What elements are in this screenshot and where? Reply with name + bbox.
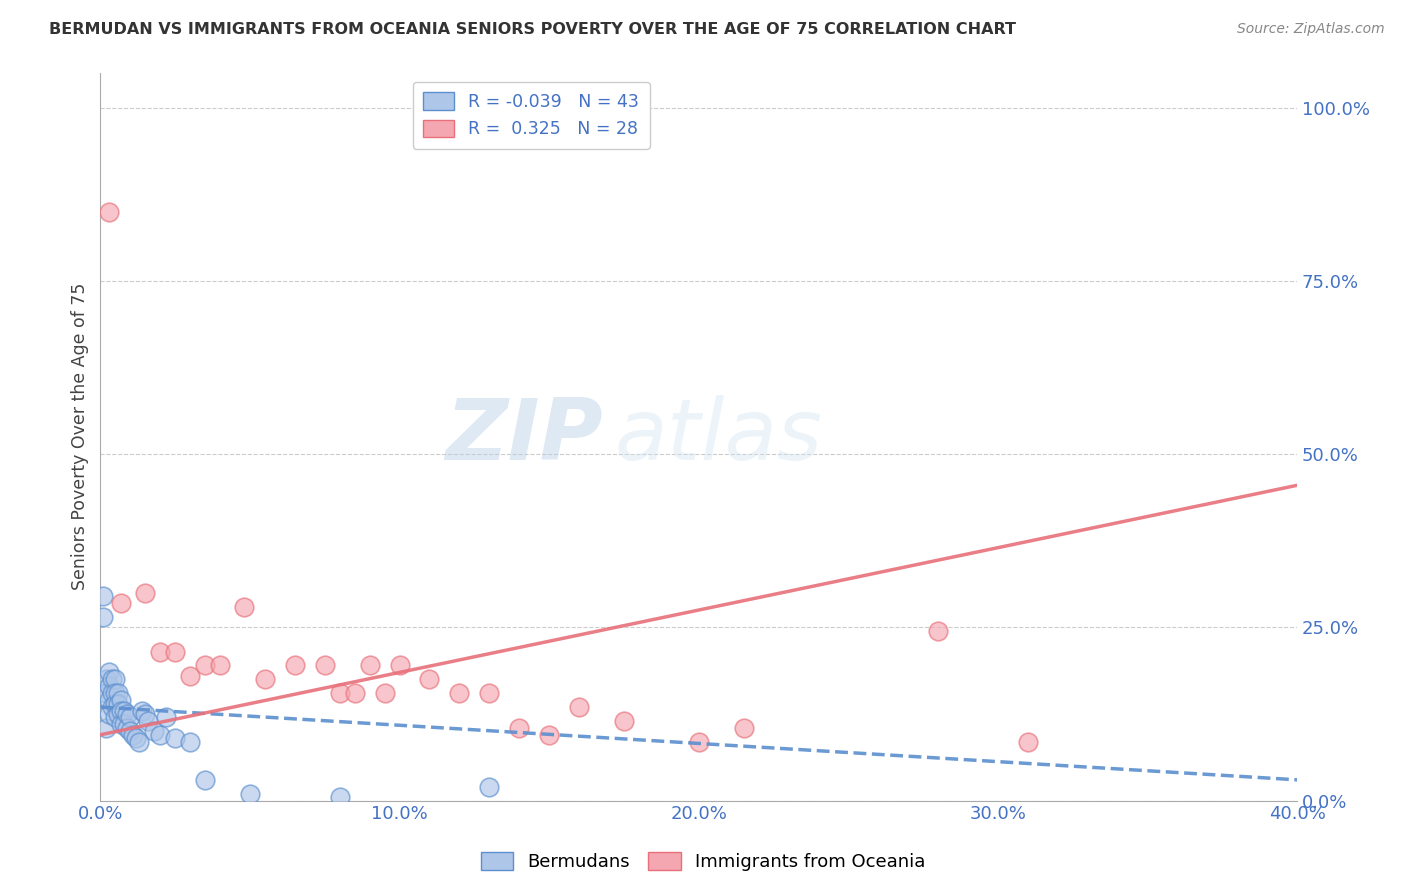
Point [343, 686, 366, 700]
Text: Source: ZipAtlas.com: Source: ZipAtlas.com [1237, 22, 1385, 37]
Point [155, 710, 177, 724]
Legend: Bermudans, Immigrants from Oceania: Bermudans, Immigrants from Oceania [474, 845, 932, 879]
Point [117, 706, 139, 721]
Point [143, 724, 166, 739]
Point [149, 728, 172, 742]
Point [194, 772, 217, 787]
Text: ZIP: ZIP [446, 395, 603, 478]
Point [112, 717, 135, 731]
Point [329, 686, 352, 700]
Point [134, 706, 156, 721]
Point [104, 697, 127, 711]
Point [98, 706, 121, 721]
Point [284, 658, 307, 673]
Point [110, 704, 132, 718]
Point [508, 721, 530, 735]
Point [927, 624, 949, 638]
Point [120, 710, 142, 724]
Point [733, 721, 755, 735]
Point [179, 669, 201, 683]
Point [208, 658, 231, 673]
Point [96, 721, 118, 735]
Y-axis label: Seniors Poverty Over the Age of 75: Seniors Poverty Over the Age of 75 [72, 283, 89, 591]
Point [165, 645, 187, 659]
Point [478, 780, 501, 794]
Point [239, 787, 262, 801]
Point [107, 706, 129, 721]
Point [101, 700, 124, 714]
Text: BERMUDAN VS IMMIGRANTS FROM OCEANIA SENIORS POVERTY OVER THE AGE OF 75 CORRELATI: BERMUDAN VS IMMIGRANTS FROM OCEANIA SENI… [49, 22, 1017, 37]
Point [120, 724, 142, 739]
Point [359, 658, 381, 673]
Point [98, 679, 121, 693]
Point [104, 710, 127, 724]
Point [314, 658, 336, 673]
Point [329, 790, 352, 805]
Point [613, 714, 636, 728]
Point [134, 585, 156, 599]
Point [96, 686, 118, 700]
Point [98, 204, 121, 219]
Point [1017, 735, 1039, 749]
Point [388, 658, 411, 673]
Text: atlas: atlas [614, 395, 823, 478]
Point [194, 658, 217, 673]
Point [125, 731, 148, 746]
Point [98, 665, 121, 680]
Point [449, 686, 471, 700]
Point [128, 735, 150, 749]
Point [122, 728, 145, 742]
Point [104, 673, 127, 687]
Point [165, 731, 187, 746]
Point [110, 596, 132, 610]
Point [538, 728, 561, 742]
Point [93, 610, 115, 624]
Point [104, 686, 127, 700]
Point [112, 704, 135, 718]
Point [117, 721, 139, 735]
Point [110, 717, 132, 731]
Point [688, 735, 710, 749]
Point [149, 645, 172, 659]
Legend: R = -0.039   N = 43, R =  0.325   N = 28: R = -0.039 N = 43, R = 0.325 N = 28 [413, 82, 650, 149]
Point [98, 693, 121, 707]
Point [478, 686, 501, 700]
Point [253, 673, 276, 687]
Point [131, 704, 153, 718]
Point [107, 686, 129, 700]
Point [568, 700, 591, 714]
Point [101, 686, 124, 700]
Point [110, 693, 132, 707]
Point [96, 673, 118, 687]
Point [179, 735, 201, 749]
Point [233, 599, 256, 614]
Point [374, 686, 396, 700]
Point [418, 673, 440, 687]
Point [107, 697, 129, 711]
Point [136, 714, 159, 728]
Point [101, 673, 124, 687]
Point [93, 589, 115, 603]
